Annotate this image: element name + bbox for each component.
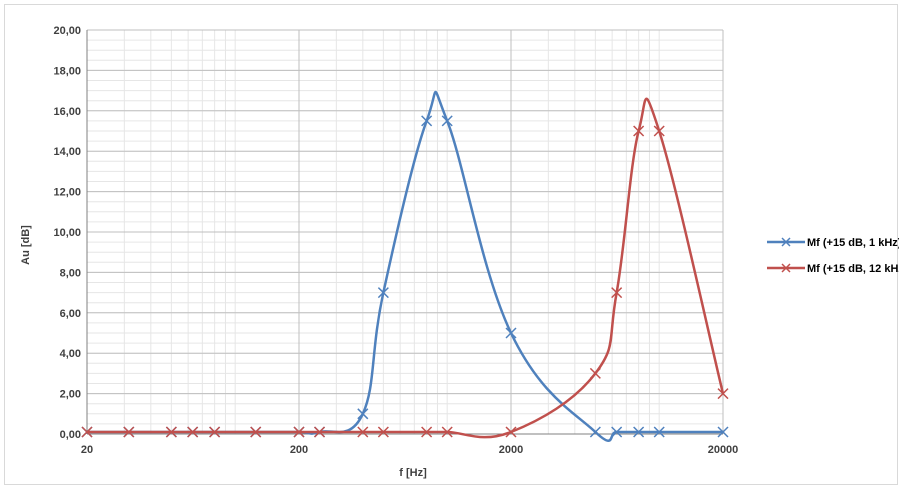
x-axis-title: f [Hz] bbox=[399, 467, 427, 479]
legend-label: Mf (+15 dB, 12 kHz) bbox=[807, 263, 899, 275]
data-point-marker bbox=[81, 426, 93, 438]
data-point-marker bbox=[633, 426, 645, 438]
marker-stroke bbox=[653, 426, 665, 438]
marker-stroke bbox=[357, 408, 369, 420]
data-point-marker bbox=[209, 426, 221, 438]
data-point-marker bbox=[441, 426, 453, 438]
marker-stroke bbox=[441, 115, 453, 127]
y-tick-labels: 0,00 2,00 4,00 6,00 8,00 10,00 12,00 14,00 16,00… bbox=[53, 25, 81, 441]
data-point-marker bbox=[589, 367, 601, 379]
marker-stroke bbox=[653, 125, 665, 137]
legend: Mf (+15 dB, 1 kHz) Mf (+15 dB, 12 kHz) bbox=[767, 237, 903, 275]
marker-stroke bbox=[505, 426, 517, 438]
marker-stroke bbox=[357, 426, 369, 438]
marker-stroke bbox=[421, 115, 433, 127]
data-point-marker bbox=[717, 388, 729, 400]
marker-stroke bbox=[611, 287, 623, 299]
y-tick-label: 14,00 bbox=[53, 146, 81, 158]
data-point-marker bbox=[653, 125, 665, 137]
marker-stroke bbox=[377, 287, 389, 299]
marker-stroke bbox=[377, 426, 389, 438]
line-chart: 0,00 2,00 4,00 6,00 8,00 10,00 12,00 14,00 16,00… bbox=[20, 25, 903, 479]
y-tick-label: 16,00 bbox=[53, 106, 81, 118]
data-point-marker bbox=[653, 426, 665, 438]
data-point-marker bbox=[165, 426, 177, 438]
data-point-marker bbox=[441, 115, 453, 127]
data-point-marker bbox=[717, 426, 729, 438]
y-tick-label: 2,00 bbox=[60, 389, 81, 401]
y-tick-label: 18,00 bbox=[53, 65, 81, 77]
data-point-marker bbox=[357, 426, 369, 438]
y-tick-label: 6,00 bbox=[60, 308, 81, 320]
data-point-marker bbox=[611, 287, 623, 299]
x-tick-label: 20 bbox=[81, 444, 93, 456]
series-line bbox=[86, 90, 723, 442]
legend-item: Mf (+15 dB, 1 kHz) bbox=[767, 237, 902, 249]
marker-stroke bbox=[441, 426, 453, 438]
x-tick-labels: 20 200 2000 20000 bbox=[81, 444, 738, 456]
data-point-marker bbox=[505, 426, 517, 438]
data-point-marker bbox=[421, 426, 433, 438]
data-point-marker bbox=[250, 426, 262, 438]
marker-stroke bbox=[314, 426, 326, 438]
data-point-marker bbox=[314, 426, 326, 438]
series-lines bbox=[81, 90, 729, 442]
marker-stroke bbox=[589, 426, 601, 438]
legend-marker bbox=[781, 263, 791, 273]
marker-stroke bbox=[505, 327, 517, 339]
marker-stroke bbox=[611, 426, 623, 438]
data-point-marker bbox=[357, 408, 369, 420]
data-point-marker bbox=[293, 426, 305, 438]
data-point-marker bbox=[611, 426, 623, 438]
data-point-marker bbox=[123, 426, 135, 438]
y-tick-label: 8,00 bbox=[60, 267, 81, 279]
y-tick-label: 12,00 bbox=[53, 187, 81, 199]
marker-stroke bbox=[633, 125, 645, 137]
series-1 bbox=[81, 90, 729, 442]
data-point-marker bbox=[421, 115, 433, 127]
marker-stroke bbox=[165, 426, 177, 438]
y-tick-label: 4,00 bbox=[60, 348, 81, 360]
marker-stroke bbox=[187, 426, 199, 438]
marker-stroke bbox=[633, 426, 645, 438]
legend-label: Mf (+15 dB, 1 kHz) bbox=[807, 237, 899, 249]
marker-stroke bbox=[589, 367, 601, 379]
chart-frame: 0,00 2,00 4,00 6,00 8,00 10,00 12,00 14,00 16,00… bbox=[4, 4, 903, 485]
data-point-marker bbox=[505, 327, 517, 339]
x-tick-label: 200 bbox=[290, 444, 308, 456]
axes bbox=[86, 30, 723, 435]
y-tick-label: 0,00 bbox=[60, 429, 81, 441]
marker-stroke bbox=[293, 426, 305, 438]
marker-stroke bbox=[717, 426, 729, 438]
data-point-marker bbox=[589, 426, 601, 438]
marker-stroke bbox=[250, 426, 262, 438]
x-tick-label: 20000 bbox=[708, 444, 739, 456]
y-tick-label: 10,00 bbox=[53, 227, 81, 239]
data-point-marker bbox=[187, 426, 199, 438]
data-point-marker bbox=[377, 287, 389, 299]
series-line bbox=[86, 97, 725, 439]
legend-marker bbox=[781, 237, 791, 247]
marker-stroke bbox=[209, 426, 221, 438]
marker-stroke bbox=[717, 388, 729, 400]
legend-item: Mf (+15 dB, 12 kHz) bbox=[767, 263, 903, 275]
major-gridlines bbox=[86, 29, 724, 435]
marker-stroke bbox=[123, 426, 135, 438]
y-axis-title: Au [dB] bbox=[20, 225, 32, 265]
data-point-marker bbox=[377, 426, 389, 438]
x-tick-label: 2000 bbox=[499, 444, 523, 456]
marker-stroke bbox=[81, 426, 93, 438]
data-point-marker bbox=[633, 125, 645, 137]
marker-stroke bbox=[421, 426, 433, 438]
series-2 bbox=[81, 97, 729, 439]
y-tick-label: 20,00 bbox=[53, 25, 81, 37]
